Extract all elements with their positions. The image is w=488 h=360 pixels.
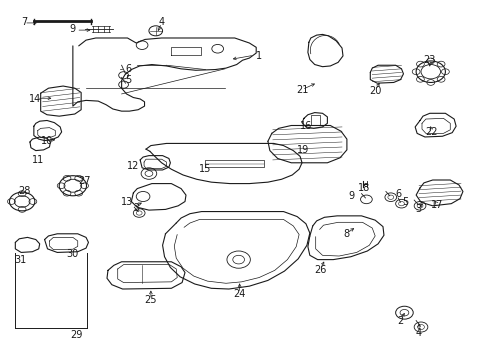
Text: 29: 29	[70, 330, 83, 340]
Text: 25: 25	[144, 296, 157, 306]
Text: 26: 26	[314, 265, 326, 275]
Text: 22: 22	[425, 127, 437, 137]
Text: 13: 13	[121, 197, 133, 207]
Text: 3: 3	[133, 203, 139, 213]
Text: 6: 6	[395, 189, 401, 199]
Text: 11: 11	[32, 155, 44, 165]
Text: 17: 17	[430, 200, 443, 210]
Text: 5: 5	[125, 75, 131, 85]
Text: 16: 16	[299, 121, 311, 131]
Text: 24: 24	[233, 289, 245, 299]
Text: 31: 31	[14, 255, 26, 265]
Text: 30: 30	[66, 249, 79, 259]
Text: 23: 23	[423, 55, 435, 65]
Text: 14: 14	[29, 94, 41, 104]
Text: 3: 3	[414, 204, 420, 214]
Text: 2: 2	[397, 316, 403, 325]
Text: 4: 4	[158, 17, 164, 27]
Text: 20: 20	[368, 86, 381, 96]
Text: 7: 7	[21, 17, 27, 27]
Text: 1: 1	[256, 51, 262, 61]
Text: 15: 15	[199, 164, 211, 174]
Text: 21: 21	[295, 85, 307, 95]
Text: 12: 12	[127, 161, 139, 171]
Text: 18: 18	[358, 183, 370, 193]
Text: 9: 9	[70, 24, 76, 35]
Text: 27: 27	[78, 176, 91, 186]
Text: 6: 6	[125, 64, 131, 74]
Text: 28: 28	[18, 186, 30, 197]
Text: 5: 5	[402, 197, 407, 207]
Text: 10: 10	[41, 136, 54, 145]
Text: 8: 8	[343, 229, 349, 239]
Text: 19: 19	[296, 145, 308, 155]
Text: 9: 9	[348, 191, 354, 201]
Text: 4: 4	[415, 328, 421, 338]
